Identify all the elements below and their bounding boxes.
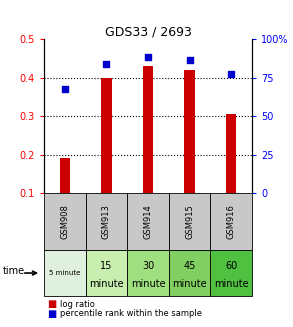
Text: minute: minute (131, 280, 165, 289)
Bar (59, 158, 70, 193)
Text: GSM915: GSM915 (185, 204, 194, 239)
Text: minute: minute (89, 280, 124, 289)
FancyBboxPatch shape (86, 193, 127, 250)
Text: 45: 45 (183, 261, 196, 271)
Text: GSM908: GSM908 (60, 204, 69, 239)
Text: log ratio: log ratio (60, 300, 95, 309)
Text: 30: 30 (142, 261, 154, 271)
Point (187, 58, 192, 63)
Point (104, 61, 109, 67)
FancyBboxPatch shape (210, 250, 252, 296)
Text: minute: minute (214, 280, 248, 289)
Text: GSM916: GSM916 (227, 204, 236, 239)
Point (146, 54, 150, 59)
Text: GSM914: GSM914 (144, 204, 152, 239)
FancyBboxPatch shape (44, 250, 86, 296)
Text: 15: 15 (100, 261, 113, 271)
FancyBboxPatch shape (44, 193, 86, 250)
FancyBboxPatch shape (169, 250, 210, 296)
Bar (101, 77, 112, 193)
Text: ■: ■ (47, 309, 56, 319)
Point (62, 87, 67, 92)
Text: time: time (3, 267, 25, 276)
Title: GDS33 / 2693: GDS33 / 2693 (105, 25, 191, 38)
FancyBboxPatch shape (210, 193, 252, 250)
Text: GSM913: GSM913 (102, 204, 111, 239)
Text: minute: minute (172, 280, 207, 289)
FancyBboxPatch shape (127, 193, 169, 250)
Text: 5 minute: 5 minute (49, 270, 81, 276)
FancyBboxPatch shape (127, 250, 169, 296)
Bar (184, 70, 195, 193)
FancyBboxPatch shape (86, 250, 127, 296)
FancyBboxPatch shape (169, 193, 210, 250)
Text: percentile rank within the sample: percentile rank within the sample (60, 309, 202, 318)
Text: 60: 60 (225, 261, 237, 271)
Point (229, 71, 234, 77)
Text: ■: ■ (47, 299, 56, 309)
Bar (143, 66, 153, 193)
Bar (226, 114, 236, 193)
